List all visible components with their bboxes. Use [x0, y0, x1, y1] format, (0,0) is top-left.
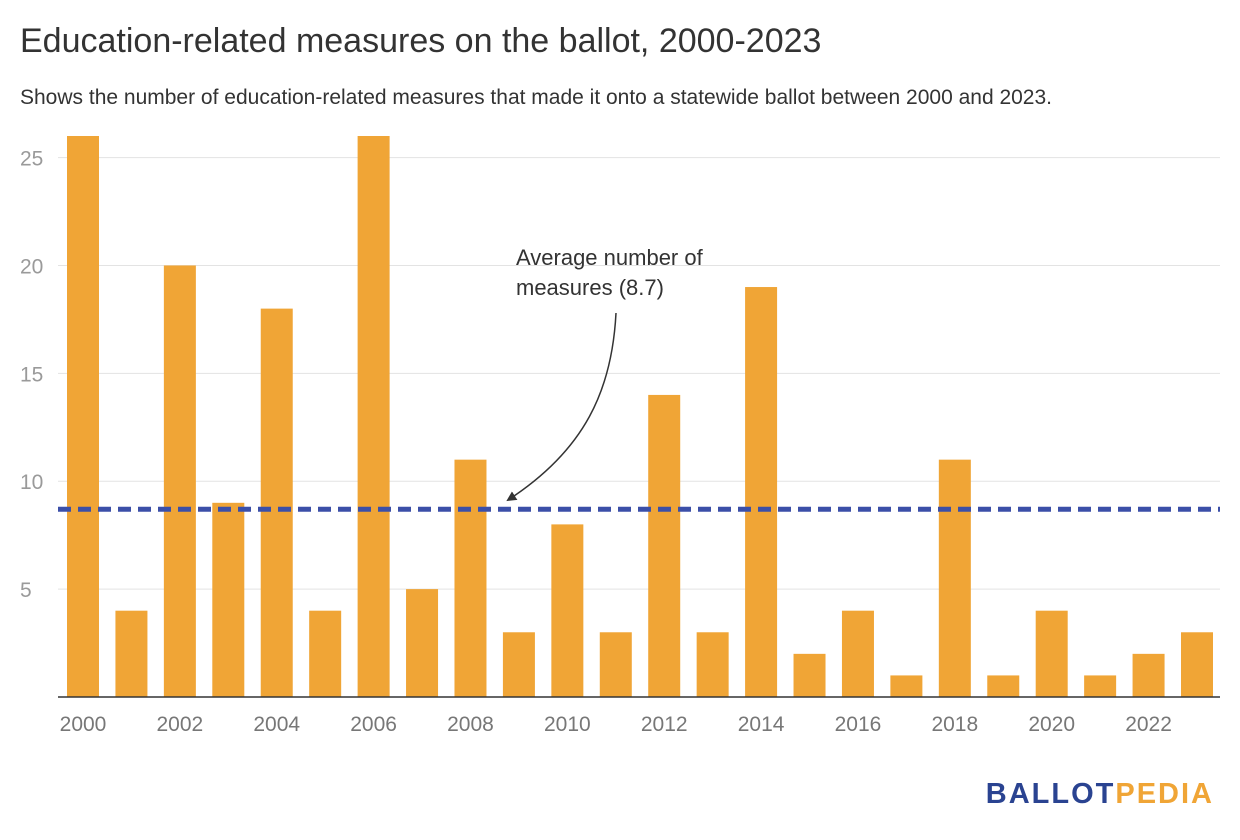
logo-part-ballot: BALLOT [985, 778, 1116, 810]
x-tick-label: 2004 [253, 713, 300, 736]
y-tick-label: 15 [20, 363, 43, 386]
axes: 5 10 15 20 25 2000 2002 2004 2006 2008 2010 2012 201… [20, 148, 1220, 736]
x-tick-label: 2020 [1028, 713, 1075, 736]
bar [987, 675, 1020, 697]
bar [163, 265, 196, 697]
x-tick-label: 2006 [350, 713, 397, 736]
x-tick-label: 2012 [641, 713, 688, 736]
annotation-arrow [506, 312, 617, 502]
logo-part-pedia: PEDIA [1115, 778, 1214, 810]
bar [357, 136, 390, 697]
bar [406, 589, 439, 697]
y-tick-label: 5 [20, 579, 32, 602]
gridlines [58, 157, 1220, 590]
bar [115, 610, 148, 697]
bar [212, 502, 245, 697]
bar [696, 632, 729, 697]
bar [502, 632, 535, 697]
bar [67, 136, 99, 697]
ballotpedia-logo: BALLOTPEDIA [986, 778, 1214, 811]
x-tick-label: 2014 [738, 713, 785, 736]
x-tick-label: 2022 [1125, 713, 1172, 736]
bar [1132, 653, 1165, 697]
annotation-group: Average number of measures (8.7) [506, 245, 704, 502]
bar [648, 394, 681, 697]
bar [599, 632, 632, 697]
bar [793, 653, 826, 697]
annotation-line-2: measures (8.7) [516, 275, 664, 300]
bars [67, 136, 1213, 697]
x-tick-label: 2010 [544, 713, 591, 736]
bar [309, 610, 342, 697]
y-tick-label: 20 [20, 255, 43, 278]
y-tick-label: 10 [20, 471, 43, 494]
y-tick-label: 25 [20, 148, 43, 171]
bar [841, 610, 874, 697]
bar [890, 675, 923, 697]
x-tick-label: 2002 [157, 713, 204, 736]
bar [454, 459, 487, 697]
chart-title: Education-related measures on the ballot… [20, 22, 822, 60]
annotation-line-1: Average number of [516, 245, 704, 270]
x-tick-label: 2008 [447, 713, 494, 736]
x-tick-label: 2018 [931, 713, 978, 736]
bar [745, 287, 778, 697]
chart-subtitle: Shows the number of education-related me… [20, 86, 1053, 109]
bar [1084, 675, 1117, 697]
x-tick-label: 2000 [60, 713, 107, 736]
bar [1035, 610, 1068, 697]
bar [551, 524, 584, 697]
bar [938, 459, 971, 697]
x-tick-label: 2016 [835, 713, 882, 736]
bar [260, 308, 293, 697]
bar [1181, 632, 1213, 697]
